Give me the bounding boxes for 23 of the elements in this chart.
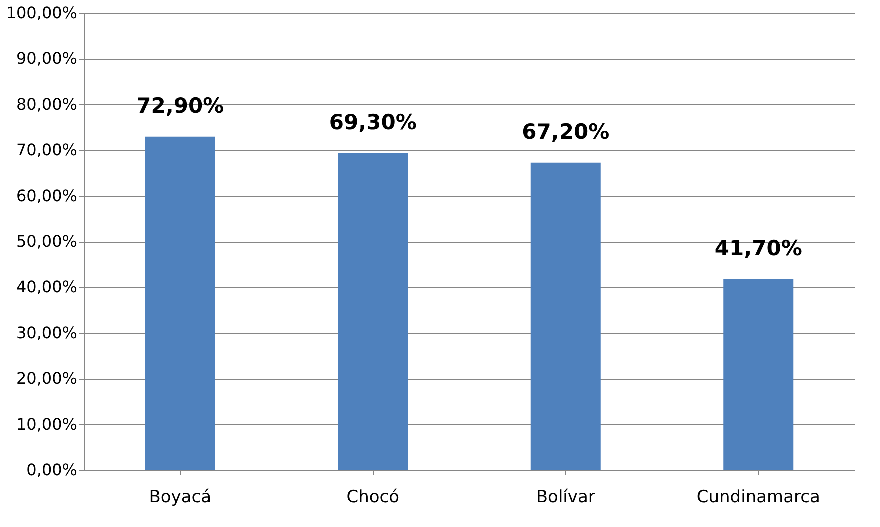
y-tick-label: 50,00% [16,232,78,251]
y-tick-label: 60,00% [16,186,78,206]
y-tick-label: 90,00% [16,49,78,68]
y-tick-label: 20,00% [16,369,78,388]
bar [724,279,794,470]
x-tick-label: Chocó [346,488,400,508]
bar [338,153,408,470]
x-tick-label: Cundinamarca [696,488,820,508]
data-label: 41,70% [714,236,802,260]
x-tick-label: Boyacá [149,488,212,508]
x-tick-label: Bolívar [536,488,596,508]
data-label: 72,90% [136,94,224,118]
y-tick-label: 10,00% [16,414,78,434]
y-tick-label: 70,00% [16,140,78,160]
y-tick-label: 0,00% [26,460,78,480]
y-tick-label: 80,00% [16,94,78,114]
data-label: 67,20% [522,120,610,144]
y-tick-label: 40,00% [16,278,78,297]
bar [530,162,601,470]
data-label: 69,30% [329,110,417,134]
bar [145,136,216,470]
y-tick-label: 30,00% [16,323,78,342]
y-tick-label: 100,00% [6,4,78,22]
